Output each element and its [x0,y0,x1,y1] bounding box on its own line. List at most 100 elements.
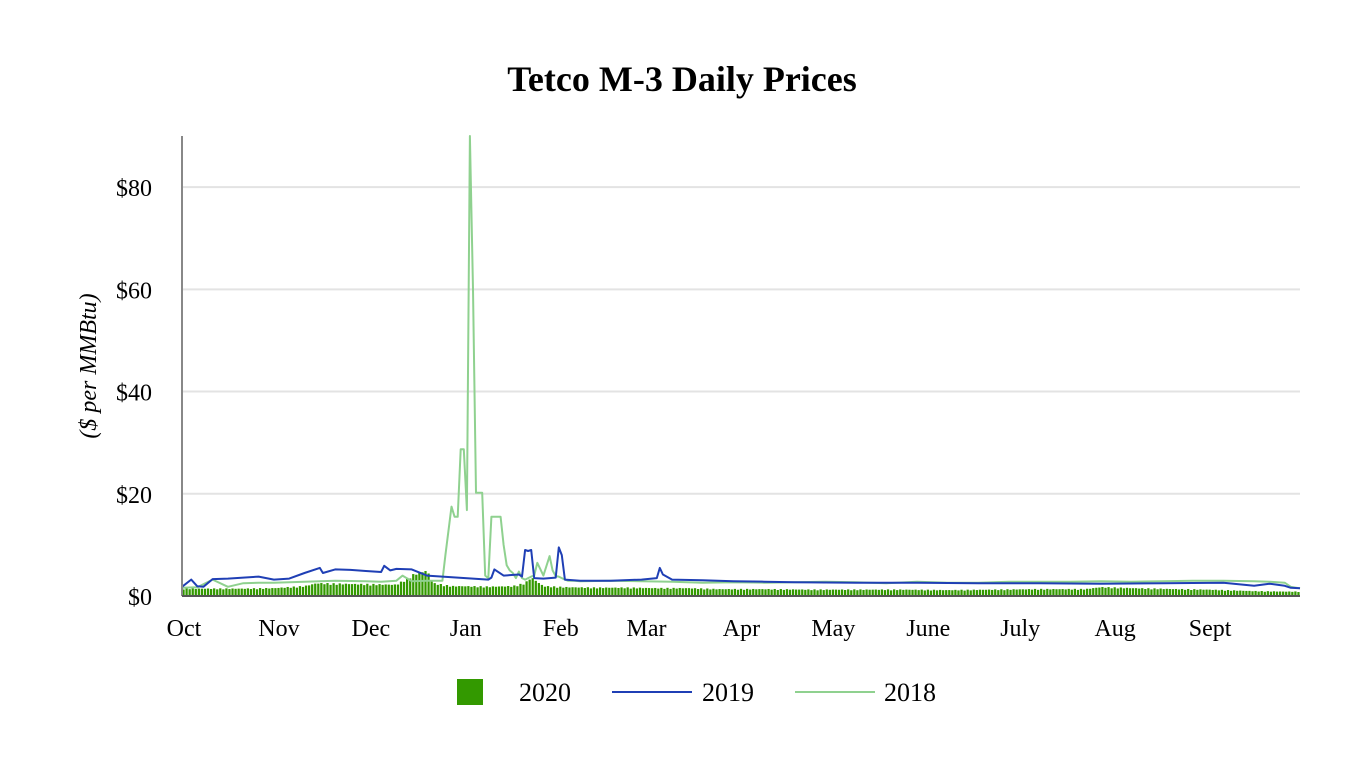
bar-2020 [874,589,877,596]
x-tick-label: June [906,616,950,642]
bar-2020 [935,590,939,596]
bar-2020 [301,586,305,596]
bar-2020 [632,587,635,596]
bar-2020 [583,588,586,596]
bar-2020 [779,589,782,596]
bar-2020 [1095,587,1098,596]
axes [181,136,1300,597]
bar-2020 [1190,590,1193,596]
bar-2020 [1134,588,1138,596]
bar-2020 [375,585,378,596]
bar-2020 [1242,590,1245,596]
bar-2020 [620,587,623,596]
bar-2020 [1226,590,1230,596]
bar-2020 [1058,589,1061,596]
bar-2020 [773,588,776,596]
bar-2020 [1012,589,1015,596]
bar-2020 [317,583,320,596]
x-tick-label: May [811,616,855,642]
bar-2020 [638,587,642,596]
bar-2020 [378,584,381,596]
bar-2020 [421,572,424,596]
series-lines [181,135,1301,590]
bar-2020 [415,574,418,596]
bar-2020 [203,588,207,596]
bar-2020 [1202,589,1205,596]
bar-2020 [534,580,537,596]
bar-2020 [488,587,491,596]
bar-2020 [216,589,219,596]
bar-2020 [641,588,645,596]
bar-2020 [1269,591,1273,596]
bar-2020 [804,589,807,596]
bar-2020 [1018,589,1021,596]
bar-2020 [464,586,467,596]
bar-2020 [412,574,415,596]
bar-2020 [206,588,210,596]
bar-2020 [920,589,923,596]
bar-2020 [1278,591,1282,596]
bar-2020 [899,589,902,596]
bar-2020 [393,584,397,596]
bar-2020 [240,588,243,596]
bar-2020 [249,589,253,596]
bar-2020 [660,587,663,596]
bar-2020 [338,583,341,596]
bar-2020 [690,588,694,596]
bar-2020 [304,585,308,596]
bar-2020 [945,590,948,596]
bar-2020 [280,587,283,596]
bar-2020 [510,586,513,596]
bar-2020 [1285,591,1288,596]
bar-2020 [1085,588,1089,596]
legend-label-2018: 2018 [884,678,936,707]
bar-2020 [1266,591,1269,596]
bar-2020 [1067,588,1070,596]
bar-2020 [1187,589,1190,596]
bar-2020 [837,589,841,596]
bar-2020 [911,589,914,596]
bar-2020 [504,586,507,596]
bar-2020 [1291,591,1294,596]
x-tick-label: Feb [543,616,579,642]
legend: 2020 2019 2018 [457,678,936,707]
bar-2020 [1049,589,1052,596]
bar-2020 [366,583,369,596]
y-tick-label: $40 [116,381,152,407]
bar-2020 [635,588,638,596]
bar-2020 [715,589,718,596]
bar-2020 [960,589,963,596]
bar-2020 [693,588,697,596]
bar-2020 [905,589,908,596]
bar-2020 [470,586,473,596]
bar-2020 [798,589,801,596]
bar-2020 [1248,590,1251,596]
bar-2020 [243,588,246,596]
bar-2020 [191,588,194,596]
bar-2020 [926,589,929,596]
bar-2020 [681,588,684,596]
bar-2020 [565,586,568,596]
bar-2020 [865,589,868,596]
bar-2020 [476,587,479,596]
bar-2020 [1153,588,1156,596]
bar-2020 [387,584,390,596]
bar-2020 [709,589,712,596]
bar-2020 [880,589,884,596]
bar-2020 [494,586,498,596]
bar-2020 [1229,590,1233,596]
bar-2020 [1174,588,1178,596]
bar-2020 [344,583,348,596]
bar-2020 [298,586,302,596]
x-tick-label: Dec [352,616,391,642]
bar-2020 [406,577,409,596]
bar-2020 [975,590,978,596]
bar-2020 [286,586,289,596]
bar-2020 [500,586,504,596]
bar-2020 [672,587,675,596]
bar-2020 [1104,587,1107,596]
bar-2020 [1141,588,1144,596]
bar-2020 [1245,590,1248,596]
bar-2020 [807,589,810,596]
bar-2020 [626,587,629,596]
